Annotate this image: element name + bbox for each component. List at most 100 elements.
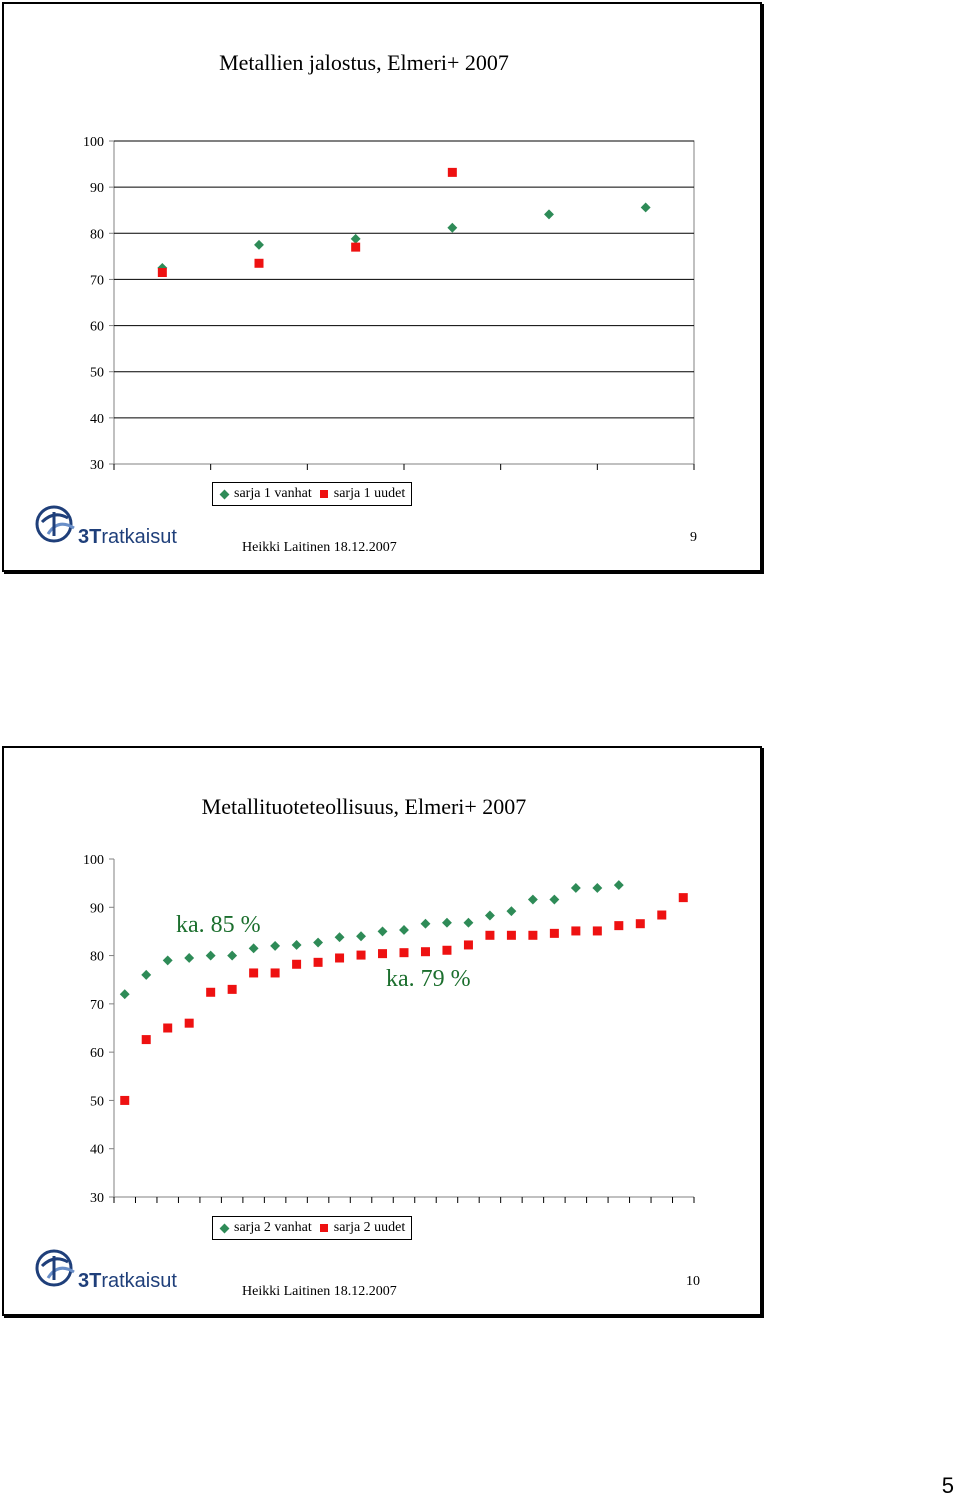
diamond-marker-icon bbox=[219, 489, 230, 499]
y-tick-label: 60 bbox=[90, 320, 104, 335]
data-point-new bbox=[141, 1035, 151, 1045]
y-tick-label: 50 bbox=[90, 1094, 104, 1109]
company-logo: 3Tratkaisut bbox=[34, 1248, 184, 1298]
sheet-page-number: 5 bbox=[941, 1473, 954, 1498]
chart-legend: sarja 1 vanhat sarja 1 uudet bbox=[212, 482, 413, 506]
slide-title: Metallituoteteollisuus, Elmeri+ 2007 bbox=[201, 794, 527, 819]
y-tick-label: 30 bbox=[90, 1191, 104, 1206]
data-point-new bbox=[614, 921, 624, 931]
legend-item-series-old: sarja 1 vanhat bbox=[219, 486, 312, 502]
data-point-new bbox=[506, 930, 516, 940]
scatter-chart-2: 30 40 50 60 70 80 90 100 bbox=[83, 853, 695, 1206]
annotation-average-new: ka. 79 % bbox=[386, 966, 471, 992]
legend-label: sarja 2 vanhat bbox=[234, 1220, 312, 1235]
data-point-new bbox=[157, 268, 167, 278]
data-point-old bbox=[592, 883, 603, 893]
annotation-average-old: ka. 85 % bbox=[176, 912, 261, 938]
data-point-new bbox=[447, 167, 457, 177]
y-tick-label: 60 bbox=[90, 1046, 104, 1061]
data-point-new bbox=[528, 930, 538, 940]
legend-label: sarja 2 uudet bbox=[333, 1220, 406, 1235]
data-point-new bbox=[442, 945, 452, 955]
data-point-old bbox=[549, 894, 560, 905]
data-point-old bbox=[270, 940, 281, 951]
data-point-old bbox=[463, 917, 474, 928]
data-point-new bbox=[313, 957, 323, 967]
data-point-new bbox=[571, 926, 581, 936]
y-tick-label: 100 bbox=[83, 853, 104, 868]
logo-text: 3Tratkaisut bbox=[78, 1270, 177, 1292]
plot-area bbox=[114, 859, 694, 1197]
slide-2: Metallituoteteollisuus, Elmeri+ 2007 30 4… bbox=[2, 746, 762, 1316]
legend-label: sarja 1 uudet bbox=[333, 486, 406, 501]
slide-page-number: 9 bbox=[690, 530, 697, 545]
data-point-old bbox=[544, 209, 554, 220]
data-point-old bbox=[506, 906, 517, 917]
data-point-new bbox=[549, 928, 559, 938]
data-point-new bbox=[356, 950, 366, 960]
y-tick-label: 40 bbox=[90, 1143, 104, 1158]
data-point-old bbox=[184, 953, 195, 963]
data-point-old bbox=[334, 932, 345, 943]
data-point-new bbox=[163, 1023, 173, 1033]
data-point-new bbox=[292, 959, 302, 969]
data-point-old bbox=[399, 925, 409, 935]
logo-swirl-icon bbox=[35, 505, 75, 543]
data-point-old bbox=[640, 202, 651, 213]
y-tick-label: 70 bbox=[90, 998, 104, 1013]
data-point-old bbox=[227, 950, 238, 961]
data-point-new bbox=[206, 987, 216, 997]
logo-swirl-icon bbox=[35, 1249, 75, 1287]
data-point-new bbox=[335, 953, 345, 963]
y-tick-label: 90 bbox=[90, 181, 104, 196]
data-point-old bbox=[484, 910, 495, 921]
data-point-new bbox=[227, 984, 237, 994]
data-point-new bbox=[351, 242, 361, 252]
slide-1: Metallien jalostus, Elmeri+ 2007 30 40 50 6… bbox=[2, 2, 762, 572]
data-point-old bbox=[420, 918, 431, 929]
data-point-new bbox=[635, 919, 645, 929]
y-tick-label: 90 bbox=[90, 901, 104, 916]
chart-legend: sarja 2 vanhat sarja 2 uudet bbox=[212, 1216, 413, 1240]
plot-area bbox=[113, 140, 695, 465]
y-tick-label: 100 bbox=[83, 135, 104, 150]
data-point-old bbox=[377, 926, 388, 937]
data-point-new bbox=[378, 949, 388, 959]
y-tick-label: 70 bbox=[90, 273, 104, 288]
data-point-old bbox=[291, 939, 302, 950]
data-point-new bbox=[270, 968, 280, 978]
data-point-old bbox=[162, 955, 173, 966]
data-point-new bbox=[420, 947, 430, 957]
data-point-old bbox=[205, 950, 216, 961]
logo-text: 3Tratkaisut bbox=[78, 526, 177, 548]
data-point-old bbox=[447, 222, 458, 233]
footer-author-date: Heikki Laitinen 18.12.2007 bbox=[242, 540, 397, 555]
data-point-new bbox=[463, 940, 473, 950]
data-point-old bbox=[356, 931, 366, 942]
square-marker-icon bbox=[319, 490, 328, 498]
scatter-chart-1: 30 40 50 60 70 80 90 100 bbox=[83, 135, 695, 473]
y-tick-label: 40 bbox=[90, 412, 104, 427]
slide-page-number: 10 bbox=[686, 1274, 700, 1289]
diamond-marker-icon bbox=[219, 1223, 230, 1233]
data-point-new bbox=[657, 910, 667, 920]
y-tick-label: 80 bbox=[90, 950, 104, 965]
data-point-old bbox=[313, 937, 324, 948]
square-marker-icon bbox=[319, 1224, 328, 1232]
legend-item-series-old: sarja 2 vanhat bbox=[219, 1220, 312, 1236]
data-point-old bbox=[570, 883, 581, 893]
data-point-old bbox=[254, 239, 264, 250]
data-point-old bbox=[350, 233, 361, 244]
data-point-new bbox=[592, 926, 602, 936]
legend-label: sarja 1 vanhat bbox=[234, 486, 312, 501]
data-point-old bbox=[119, 989, 130, 1000]
data-point-new bbox=[249, 968, 259, 978]
data-point-old bbox=[527, 894, 538, 905]
slide-title: Metallien jalostus, Elmeri+ 2007 bbox=[219, 50, 509, 75]
company-logo: 3Tratkaisut bbox=[34, 504, 184, 554]
data-point-old bbox=[442, 917, 452, 928]
data-point-new bbox=[184, 1018, 194, 1028]
y-tick-label: 50 bbox=[90, 366, 104, 381]
legend-item-series-new: sarja 1 uudet bbox=[318, 486, 406, 502]
data-point-old bbox=[613, 880, 624, 891]
